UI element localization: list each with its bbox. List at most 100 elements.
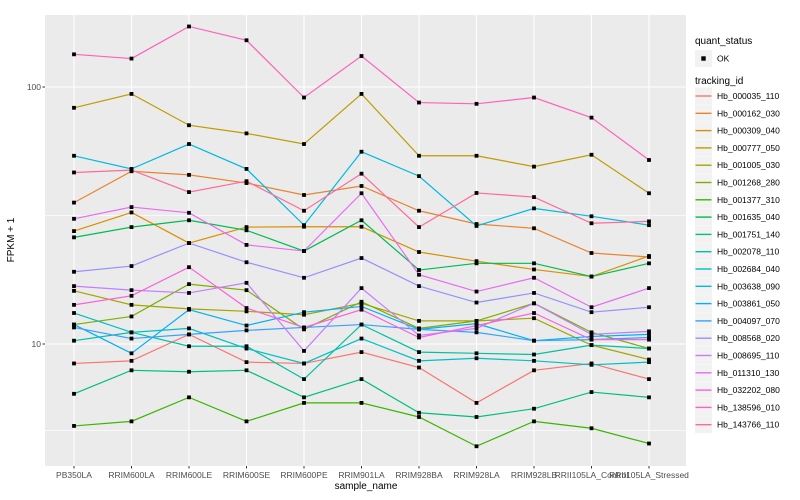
data-point-marker bbox=[589, 221, 594, 226]
data-point-marker bbox=[302, 325, 306, 330]
data-point-marker bbox=[417, 250, 421, 254]
data-point-marker bbox=[532, 301, 536, 306]
legend-label-Hb_000035_110: Hb_000035_110 bbox=[717, 91, 780, 101]
data-point-marker bbox=[302, 310, 306, 315]
data-point-marker bbox=[474, 261, 479, 266]
data-point-marker bbox=[129, 293, 134, 298]
data-point-marker bbox=[302, 223, 306, 228]
data-point-marker bbox=[72, 153, 76, 158]
axis-tick-marks bbox=[42, 86, 650, 469]
data-point-marker bbox=[589, 332, 594, 337]
data-point-marker bbox=[647, 223, 651, 228]
data-point-marker bbox=[72, 170, 76, 175]
x-tick-label-RRIM600PE: RRIM600PE bbox=[280, 470, 328, 480]
data-point-marker bbox=[474, 356, 479, 361]
legend-label-Hb_004097_070: Hb_004097_070 bbox=[717, 316, 780, 326]
data-point-marker bbox=[532, 95, 536, 100]
data-point-marker bbox=[359, 218, 364, 223]
legend-label-Hb_000777_050: Hb_000777_050 bbox=[717, 143, 780, 153]
data-point-marker bbox=[359, 256, 364, 260]
legend-label-Hb_001377_310: Hb_001377_310 bbox=[717, 195, 780, 205]
data-point-marker bbox=[417, 268, 421, 272]
series-lines bbox=[72, 24, 651, 449]
data-point-marker bbox=[129, 168, 134, 172]
data-point-marker bbox=[187, 369, 191, 374]
data-point-marker bbox=[474, 222, 479, 226]
data-point-marker bbox=[417, 410, 421, 415]
x-tick-label-RRIM901LA: RRIM901LA bbox=[338, 470, 385, 480]
data-point-marker bbox=[244, 360, 249, 365]
data-point-marker bbox=[359, 184, 364, 188]
data-point-marker bbox=[129, 302, 134, 307]
data-point-marker bbox=[474, 415, 479, 419]
legend-label-Hb_001005_030: Hb_001005_030 bbox=[717, 160, 780, 170]
x-tick-label-RRIM600SE: RRIM600SE bbox=[223, 470, 271, 480]
data-point-marker bbox=[187, 291, 191, 295]
data-point-marker bbox=[244, 260, 249, 265]
y-tick-label-100: 100 bbox=[27, 82, 41, 92]
data-point-marker bbox=[589, 337, 594, 342]
data-point-marker bbox=[302, 361, 306, 366]
data-point-marker bbox=[589, 343, 594, 348]
data-point-marker bbox=[244, 328, 249, 333]
y-axis-title: FPKM + 1 bbox=[6, 217, 17, 262]
legend-label-Hb_002684_040: Hb_002684_040 bbox=[717, 264, 780, 274]
data-point-marker bbox=[72, 311, 76, 315]
data-point-marker bbox=[129, 288, 134, 293]
data-point-marker bbox=[647, 346, 651, 351]
data-point-marker bbox=[417, 318, 421, 323]
x-tick-label-RRIM600LE: RRIM600LE bbox=[166, 470, 213, 480]
data-point-marker bbox=[187, 241, 191, 245]
data-point-marker bbox=[647, 219, 651, 224]
data-point-marker bbox=[589, 214, 594, 219]
data-point-marker bbox=[72, 105, 76, 110]
legend-entries: Hb_000035_110 Hb_000162_030 Hb_000309_040 H… bbox=[695, 87, 780, 434]
data-point-marker bbox=[417, 174, 421, 179]
data-point-marker bbox=[244, 306, 249, 310]
data-point-marker bbox=[187, 282, 191, 287]
data-point-marker bbox=[244, 38, 249, 43]
legend-label-Hb_032202_080: Hb_032202_080 bbox=[717, 385, 780, 395]
data-point-marker bbox=[187, 332, 191, 337]
data-point-marker bbox=[187, 142, 191, 146]
legend-label-Hb_001751_140: Hb_001751_140 bbox=[717, 229, 780, 239]
x-axis-title: sample_name bbox=[335, 481, 398, 492]
data-point-marker bbox=[647, 261, 651, 266]
data-point-marker bbox=[532, 291, 536, 295]
data-point-marker bbox=[129, 336, 134, 341]
data-point-marker bbox=[647, 286, 651, 291]
data-point-marker bbox=[129, 92, 134, 96]
data-point-marker bbox=[589, 305, 594, 310]
data-point-marker bbox=[589, 362, 594, 367]
data-point-marker bbox=[359, 299, 364, 304]
data-point-marker bbox=[647, 377, 651, 382]
data-point-marker bbox=[417, 415, 421, 419]
data-point-marker bbox=[187, 123, 191, 128]
data-point-marker bbox=[417, 333, 421, 338]
data-point-marker bbox=[359, 54, 364, 58]
data-point-marker bbox=[532, 338, 536, 343]
data-point-marker bbox=[417, 358, 421, 363]
data-point-marker bbox=[72, 216, 76, 221]
data-point-marker bbox=[72, 229, 76, 233]
data-point-marker bbox=[359, 224, 364, 229]
data-point-marker bbox=[474, 444, 479, 449]
data-point-marker bbox=[244, 346, 249, 351]
data-point-marker bbox=[244, 167, 249, 171]
legend-label-Hb_011310_130: Hb_011310_130 bbox=[717, 368, 780, 378]
data-point-marker bbox=[647, 254, 651, 258]
legend-label-Hb_138596_010: Hb_138596_010 bbox=[717, 402, 780, 412]
data-point-marker bbox=[532, 352, 536, 357]
data-point-marker bbox=[532, 226, 536, 231]
data-point-marker bbox=[244, 368, 249, 373]
data-point-marker bbox=[359, 322, 364, 327]
data-point-marker bbox=[647, 337, 651, 342]
data-point-marker bbox=[417, 284, 421, 288]
data-point-marker bbox=[589, 251, 594, 255]
data-point-marker bbox=[474, 400, 479, 405]
data-point-marker bbox=[474, 259, 479, 264]
data-point-marker bbox=[589, 310, 594, 315]
data-point-marker bbox=[72, 235, 76, 240]
data-point-marker bbox=[647, 441, 651, 446]
data-point-marker bbox=[532, 195, 536, 199]
